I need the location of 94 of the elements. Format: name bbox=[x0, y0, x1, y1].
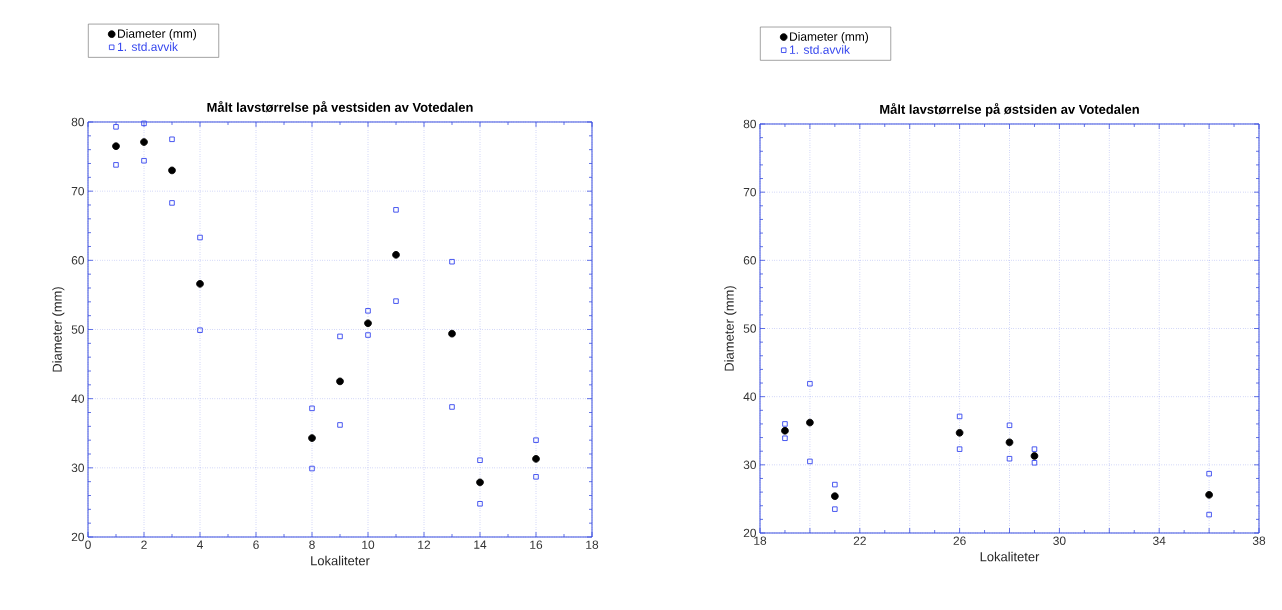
point bbox=[196, 280, 204, 288]
y-tick-label: 20 bbox=[71, 532, 85, 542]
x-tick-label: 6 bbox=[253, 540, 259, 549]
point bbox=[781, 426, 789, 435]
point bbox=[806, 418, 814, 427]
x-tick-label: 22 bbox=[853, 536, 866, 545]
point bbox=[476, 478, 484, 487]
legend-label: Diameter (mm) bbox=[790, 32, 869, 44]
y-tick-label: 70 bbox=[71, 186, 85, 196]
x-axis-title: Lokaliteter bbox=[980, 551, 1040, 562]
point bbox=[308, 434, 316, 442]
point bbox=[336, 377, 344, 386]
point bbox=[168, 166, 176, 175]
point bbox=[141, 120, 147, 127]
point bbox=[309, 405, 315, 412]
point bbox=[337, 422, 343, 428]
point bbox=[113, 124, 119, 130]
point bbox=[807, 458, 813, 465]
x-tick-label: 38 bbox=[1252, 536, 1266, 545]
point bbox=[1205, 490, 1213, 499]
y-tick-label: 40 bbox=[71, 394, 85, 403]
x-axis-title: Lokaliteter bbox=[311, 555, 370, 566]
point bbox=[956, 446, 963, 452]
y-tick-label: 50 bbox=[743, 324, 757, 333]
point bbox=[1030, 452, 1039, 460]
y-axis-title: Diameter (mm) bbox=[52, 287, 65, 372]
point bbox=[782, 421, 788, 427]
x-tick-label: 2 bbox=[141, 540, 147, 549]
point bbox=[832, 506, 838, 512]
point bbox=[364, 319, 372, 328]
point bbox=[309, 465, 315, 472]
legend-label: Diameter (mm) bbox=[118, 29, 196, 41]
point bbox=[1006, 455, 1013, 462]
x-tick-label: 12 bbox=[418, 540, 431, 549]
y-tick-label: 60 bbox=[743, 256, 757, 265]
point bbox=[533, 474, 539, 480]
point bbox=[477, 501, 483, 507]
legend-label: 1. std.avvik bbox=[117, 42, 178, 51]
y-tick-label: 80 bbox=[743, 119, 757, 129]
point bbox=[197, 327, 203, 333]
point bbox=[393, 207, 399, 213]
y-tick-label: 20 bbox=[743, 528, 757, 538]
point bbox=[1206, 511, 1212, 518]
point bbox=[782, 435, 788, 441]
x-tick-label: 14 bbox=[474, 540, 487, 549]
y-tick-label: 30 bbox=[743, 460, 757, 470]
point bbox=[1005, 438, 1014, 447]
point bbox=[1006, 422, 1013, 429]
x-tick-label: 16 bbox=[530, 540, 543, 549]
point bbox=[449, 404, 455, 410]
point bbox=[831, 492, 839, 501]
point bbox=[955, 428, 964, 437]
point bbox=[533, 437, 539, 443]
point bbox=[197, 234, 203, 241]
point bbox=[956, 413, 963, 420]
point bbox=[1206, 470, 1212, 477]
point bbox=[393, 298, 399, 304]
x-tick-label: 0 bbox=[85, 540, 91, 549]
point bbox=[448, 329, 456, 338]
x-tick-label: 8 bbox=[309, 540, 315, 549]
point bbox=[141, 157, 147, 164]
point bbox=[365, 308, 371, 314]
x-tick-label: 30 bbox=[1053, 536, 1066, 545]
point bbox=[365, 332, 371, 338]
point bbox=[449, 258, 455, 265]
point bbox=[392, 250, 400, 259]
point bbox=[1031, 460, 1038, 466]
y-tick-label: 70 bbox=[743, 187, 757, 197]
y-tick-label: 30 bbox=[71, 463, 85, 473]
point bbox=[169, 136, 175, 143]
x-tick-label: 26 bbox=[953, 536, 966, 545]
x-tick-label: 34 bbox=[1153, 536, 1166, 545]
chart-title: Målt lavstørrelse på østsiden av Votedalen bbox=[880, 103, 1139, 117]
x-tick-label: 10 bbox=[362, 540, 375, 549]
legend-label: 1. std.avvik bbox=[789, 45, 850, 54]
point bbox=[1031, 446, 1038, 452]
point bbox=[477, 457, 483, 463]
x-tick-label: 4 bbox=[196, 540, 203, 549]
y-tick-label: 40 bbox=[743, 392, 757, 401]
chart-title: Målt lavstørrelse på vestsiden av Votedalen bbox=[207, 101, 473, 115]
point bbox=[113, 162, 119, 168]
point bbox=[807, 380, 813, 387]
point bbox=[832, 481, 838, 488]
point bbox=[532, 455, 540, 463]
point bbox=[140, 138, 148, 146]
y-axis-title: Diameter (mm) bbox=[724, 286, 737, 371]
y-tick-label: 60 bbox=[71, 256, 85, 265]
x-tick-label: 18 bbox=[754, 536, 767, 545]
point bbox=[169, 200, 175, 206]
x-tick-label: 18 bbox=[586, 540, 599, 549]
point bbox=[112, 142, 120, 151]
y-tick-label: 50 bbox=[71, 325, 85, 334]
y-tick-label: 80 bbox=[71, 117, 85, 127]
point bbox=[337, 333, 343, 340]
